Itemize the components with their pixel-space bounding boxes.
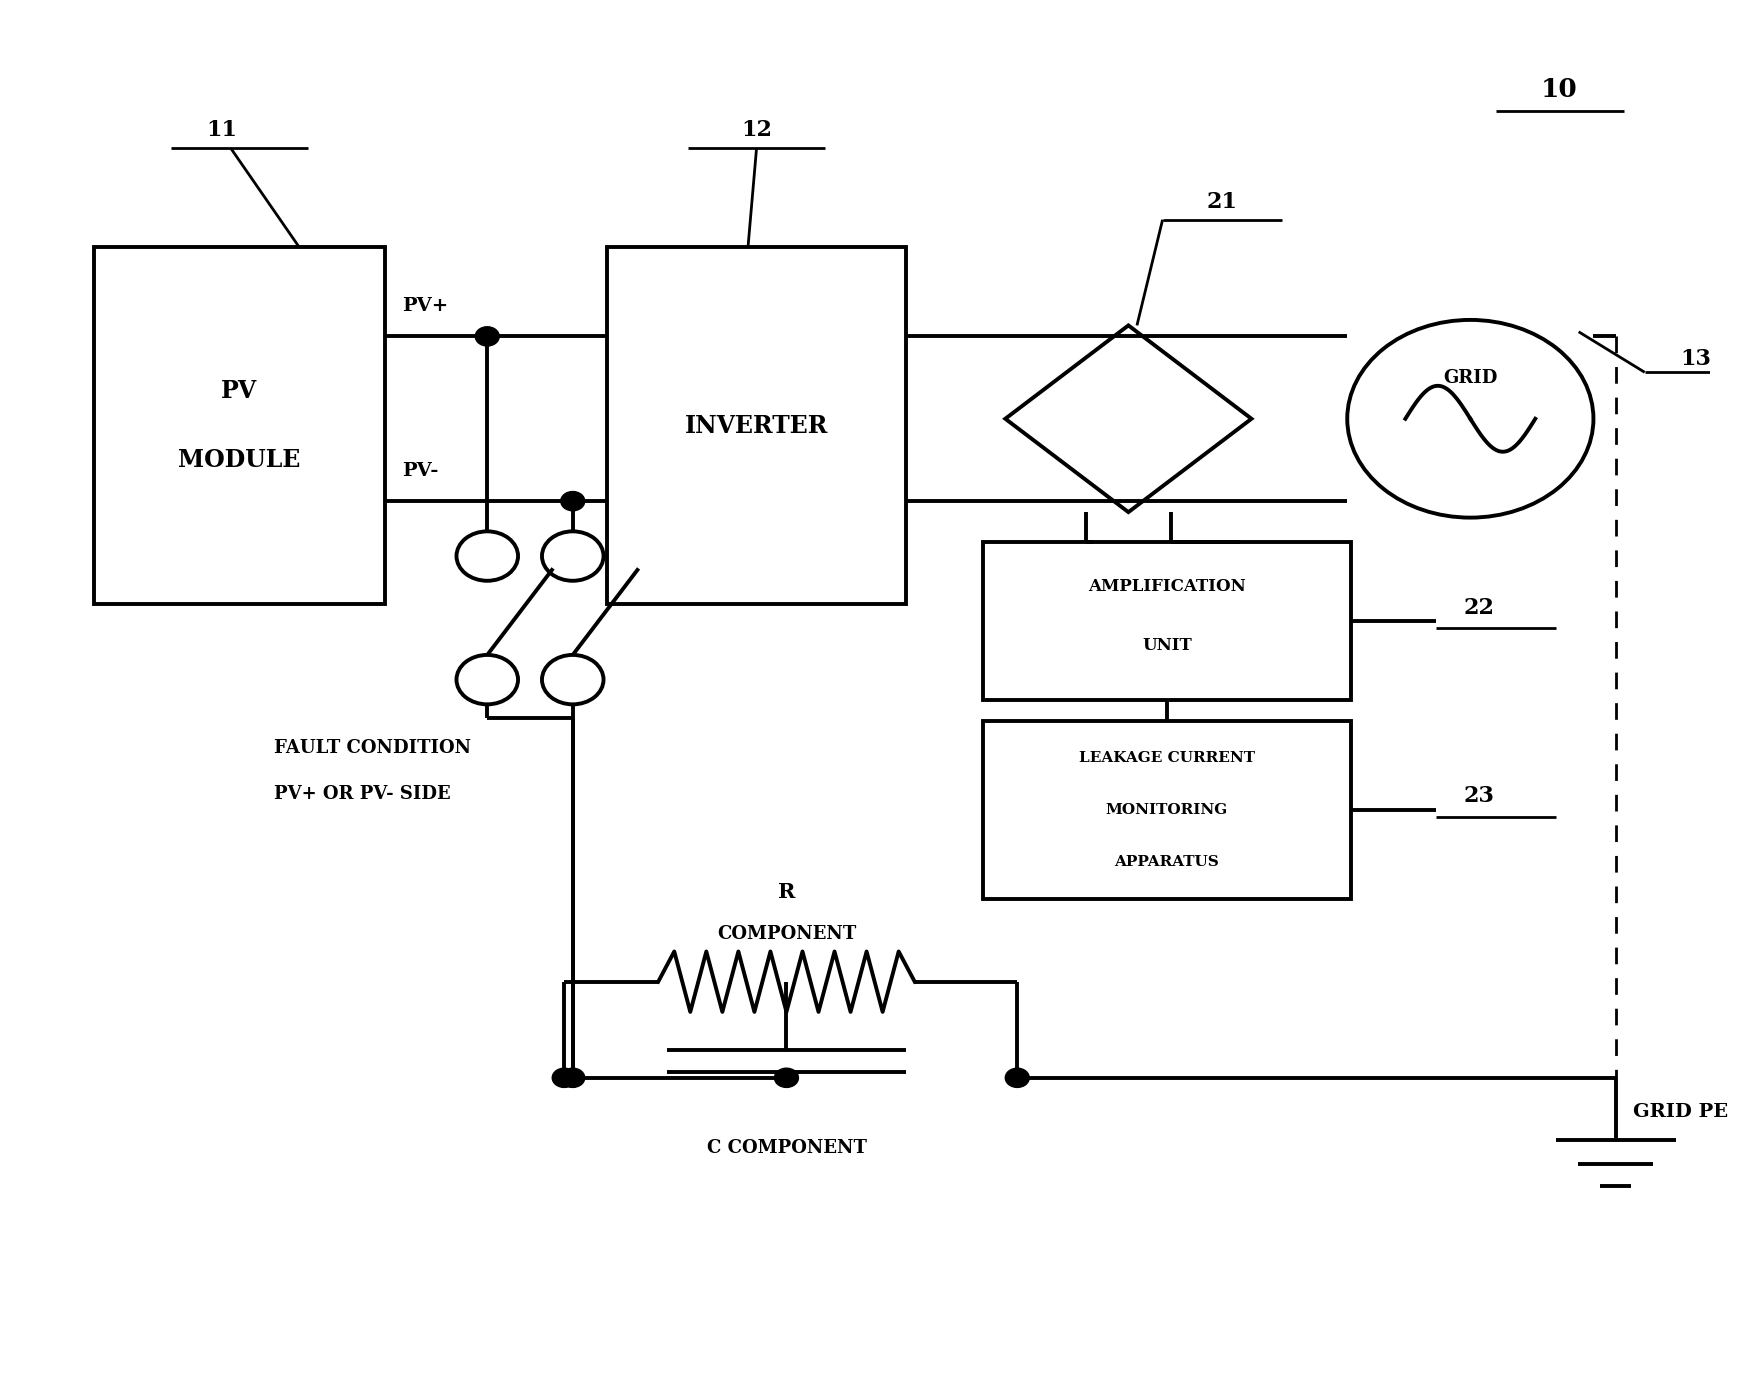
Text: PV-: PV- — [401, 461, 438, 481]
Text: MODULE: MODULE — [178, 448, 300, 472]
Text: PV+ OR PV- SIDE: PV+ OR PV- SIDE — [274, 784, 450, 803]
Text: GRID: GRID — [1442, 368, 1498, 387]
Circle shape — [476, 327, 499, 346]
Bar — [984, 721, 1350, 899]
Text: LEAKAGE CURRENT: LEAKAGE CURRENT — [1080, 751, 1256, 765]
Text: 10: 10 — [1542, 77, 1578, 102]
Text: 22: 22 — [1463, 596, 1495, 619]
Text: MONITORING: MONITORING — [1106, 803, 1228, 817]
Text: INVERTER: INVERTER — [685, 413, 828, 438]
Bar — [607, 247, 907, 604]
Text: 23: 23 — [1463, 785, 1495, 807]
Text: UNIT: UNIT — [1142, 637, 1191, 655]
Circle shape — [562, 492, 584, 511]
Text: R: R — [778, 883, 795, 902]
Text: PV: PV — [221, 379, 258, 404]
Circle shape — [553, 1068, 576, 1087]
Text: PV+: PV+ — [401, 297, 448, 316]
Text: COMPONENT: COMPONENT — [717, 924, 856, 943]
Text: 11: 11 — [208, 119, 237, 141]
Circle shape — [774, 1068, 799, 1087]
Text: FAULT CONDITION: FAULT CONDITION — [274, 739, 471, 758]
Text: 21: 21 — [1207, 191, 1238, 213]
Text: C COMPONENT: C COMPONENT — [706, 1138, 867, 1157]
Bar — [94, 247, 385, 604]
Text: AMPLIFICATION: AMPLIFICATION — [1088, 578, 1245, 596]
Circle shape — [1005, 1068, 1029, 1087]
Text: APPARATUS: APPARATUS — [1114, 855, 1219, 869]
Text: 13: 13 — [1681, 349, 1711, 371]
Circle shape — [562, 1068, 584, 1087]
Text: 12: 12 — [741, 119, 773, 141]
Bar — [984, 542, 1350, 700]
Text: GRID PE: GRID PE — [1632, 1103, 1728, 1122]
